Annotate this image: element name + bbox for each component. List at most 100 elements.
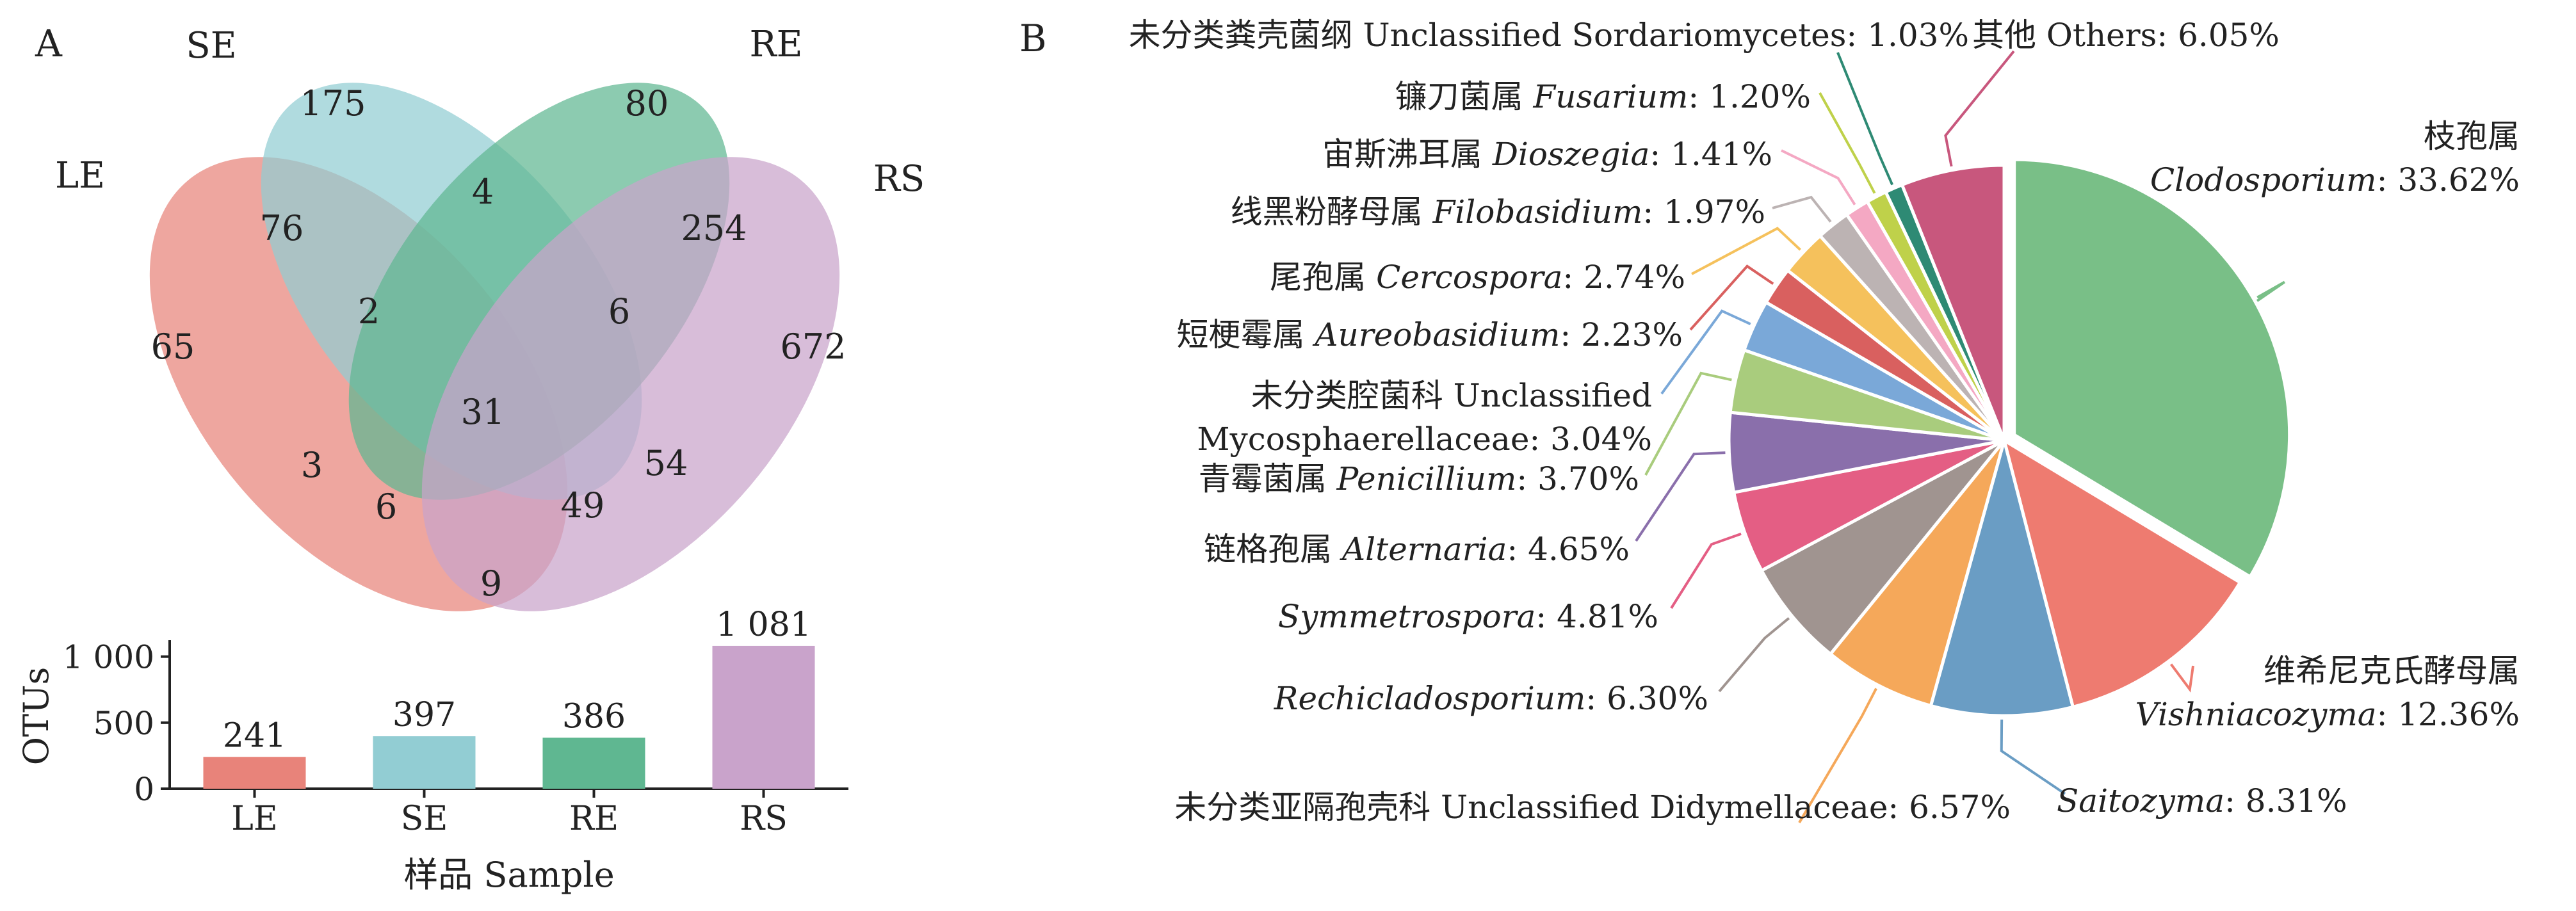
venn-set-label-se: SE	[186, 25, 236, 67]
bar-rs	[712, 645, 815, 789]
pie-leader-penicillium	[1644, 371, 1732, 476]
pie-label-pct: : 1.97%	[1642, 193, 1765, 230]
pie-label-filobasidium: 线黑粉酵母属 Filobasidium: 1.97%	[1231, 193, 1765, 230]
pie-label-cn-unclassified: 未分类腔菌科 Unclassified	[1251, 377, 1652, 414]
pie-leader-others	[1944, 50, 2015, 167]
pie-label-cn: 镰刀菌属	[1395, 78, 1534, 115]
venn-region-le-se-re: 2	[358, 291, 380, 332]
pie-label-others: 其他 Others: 6.05%	[1972, 17, 2280, 54]
pie-label-cn: 宙斯沸耳属	[1322, 136, 1493, 173]
venn-diagram: LE SE RE RS 175 80 76 4 254 65 2 6 672 31 3 54 6 49 9	[55, 24, 925, 611]
bar-le	[203, 757, 306, 789]
pie-label-pct: : 1.03%	[1846, 17, 1969, 54]
pie-label-pct: : 2.74%	[1562, 259, 1685, 296]
pie-label-cn-vishniacozyma: 维希尼克氏酵母属	[2264, 652, 2520, 689]
pie-leader-unclassified-sordariomycetes	[1836, 52, 1894, 186]
pie-label-latin: Rechicladosporium	[1274, 680, 1586, 717]
pie-label-pct: : 3.70%	[1516, 460, 1639, 497]
bar-value-label-le: 241	[223, 716, 286, 755]
pie-slice-unclassified-didymellaceae	[1828, 439, 2006, 708]
pie-label-fusarium: 镰刀菌属 Fusarium: 1.20%	[1395, 78, 1811, 115]
pie-label-alternaria: 链格孢属 Alternaria: 4.65%	[1204, 531, 1630, 568]
pie-label-latin: Alternaria	[1340, 531, 1507, 568]
pie-leader-unclassified	[1660, 309, 1751, 395]
x-tick-label-re: RE	[569, 800, 619, 838]
pie-label-unclassified-didymellaceae: 未分类亚隔孢壳科 Unclassified Didymellaceae: 6.5…	[1174, 789, 2011, 826]
pie-label-saitozyma: Saitozyma: 8.31%	[2057, 782, 2347, 819]
pie-label-pct: : 8.31%	[2224, 782, 2347, 819]
pie-label-pct: : 1.20%	[1688, 78, 1811, 115]
bar-se	[373, 736, 476, 789]
pie-label-cn: 尾孢属	[1270, 259, 1376, 296]
pie-leader-rechicladosporium	[1718, 617, 1790, 693]
pie-leader-dioszegia	[1781, 149, 1856, 206]
venn-region-le-se-rs: 49	[561, 485, 605, 526]
panel-a-letter: A	[35, 22, 63, 65]
venn-region-se: 175	[300, 83, 366, 124]
pie-label-latin: Clodosporium	[2150, 161, 2377, 198]
pie-label-pct: : 4.81%	[1535, 598, 1658, 635]
pie-label-symmetrospora: Symmetrospora: 4.81%	[1278, 598, 1658, 635]
pie-label-pct: : 33.62%	[2377, 161, 2520, 198]
y-axis-title: OTUs	[16, 667, 56, 766]
pie-label-rechicladosporium: Rechicladosporium: 6.30%	[1274, 680, 1708, 717]
pie-leader-filobasidium	[1772, 195, 1832, 223]
pie-slice-rechicladosporium	[1759, 439, 2005, 657]
pie-slice-saitozyma	[1929, 434, 2075, 718]
pie-label-dioszegia: 宙斯沸耳属 Dioszegia: 1.41%	[1322, 136, 1772, 173]
panel-b-letter: B	[1019, 17, 1047, 60]
pie-label-latin: Vishniacozyma	[2135, 696, 2377, 733]
x-axis-title: 样品 Sample	[403, 855, 614, 895]
x-tick-label-rs: RS	[740, 800, 788, 838]
venn-region-re-rs: 254	[681, 208, 747, 248]
pie-label-cn-clodosporium: 枝孢属	[2424, 118, 2520, 155]
venn-region-le-se-re-rs: 31	[461, 392, 505, 432]
pie-label-clodosporium: Clodosporium: 33.62%	[2150, 161, 2520, 198]
pie-label-latin: Filobasidium	[1432, 193, 1643, 230]
pie-label-latin: Fusarium	[1533, 78, 1689, 115]
pie-label-pct: : 12.36%	[2377, 696, 2520, 733]
venn-region-se-rs: 54	[644, 443, 688, 483]
pie-label-cn: 短梗霉属	[1177, 316, 1315, 353]
pie-label-cercospora: 尾孢属 Cercospora: 2.74%	[1270, 259, 1685, 296]
pie-label-pct: : 6.05%	[2157, 17, 2280, 54]
otu-bar-chart: 0 500 1 000 241 LE 397 SE 386 RE 1 081 RS OTUs 样品 Sa…	[16, 606, 848, 895]
pie-label-latin: Cercospora	[1376, 259, 1562, 296]
y-tick-label: 500	[93, 705, 154, 742]
y-tick-label: 0	[134, 771, 154, 808]
pie-label-aureobasidium: 短梗霉属 Aureobasidium: 2.23%	[1177, 316, 1683, 353]
pie-leader-saitozyma	[2000, 719, 2066, 795]
venn-set-rs	[421, 157, 840, 611]
pie-label-latin: Aureobasidium	[1312, 316, 1560, 353]
venn-region-le-rs: 9	[480, 563, 502, 604]
pie-label-pct: : 2.23%	[1560, 316, 1683, 353]
pie-label-latin: Dioszegia	[1492, 136, 1650, 173]
pie-leader-unclassified-didymellaceae	[1798, 688, 1877, 824]
pie-slice-vishniacozyma	[2002, 437, 2242, 709]
bar-value-label-se: 397	[393, 696, 456, 734]
pie-label-pct: : 6.30%	[1585, 680, 1708, 717]
pie-label-unclassified: Mycosphaerellaceae: 3.04%	[1197, 421, 1652, 458]
venn-set-label-re: RE	[749, 24, 802, 65]
pie-leader-aureobasidium	[1689, 264, 1774, 331]
venn-region-le-re-rs: 6	[375, 487, 397, 527]
pie-leader-cercospora	[1691, 227, 1801, 275]
venn-region-se-re-rs: 6	[608, 291, 630, 332]
pie-label-pct: : 3.04%	[1529, 421, 1652, 458]
x-tick-label-se: SE	[401, 800, 448, 838]
venn-region-rs: 672	[780, 327, 846, 367]
venn-region-le: 65	[151, 327, 195, 367]
pie-slice-clodosporium	[2013, 157, 2292, 579]
pie-slice-others	[1900, 163, 2006, 441]
venn-set-label-le: LE	[55, 155, 105, 197]
bar-re	[542, 738, 645, 789]
pie-label-unclassified-sordariomycetes: 未分类粪壳菌纲 Unclassified Sordariomycetes: 1.…	[1129, 17, 1969, 54]
venn-region-se-re: 4	[472, 172, 494, 212]
bar-value-label-rs: 1 081	[716, 606, 811, 644]
pie-leader-clodosporium	[2256, 280, 2286, 302]
pie-label-penicillium: 青霉菌属 Penicillium: 3.70%	[1199, 460, 1639, 497]
pie-label-pct: : 1.41%	[1649, 136, 1772, 173]
pie-label-latin: Penicillium	[1336, 460, 1517, 497]
pie-leader-symmetrospora	[1670, 532, 1742, 609]
